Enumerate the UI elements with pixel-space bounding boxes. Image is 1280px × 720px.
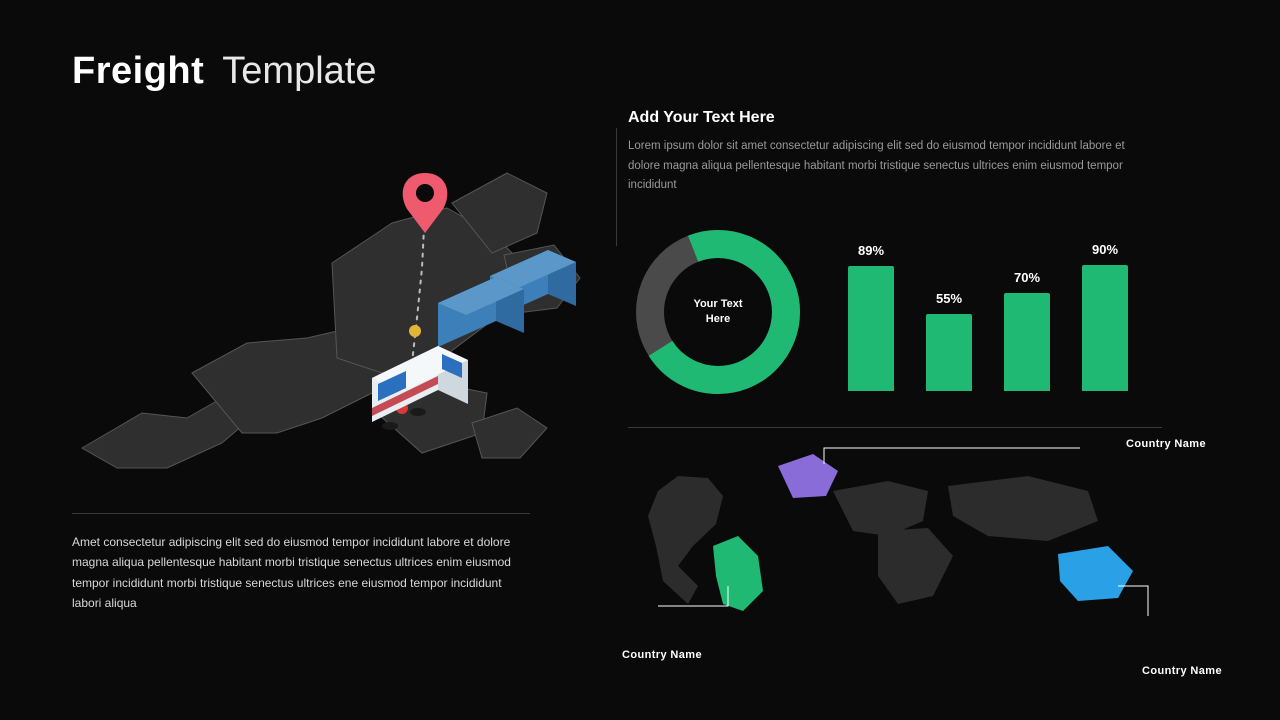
isometric-map-illustration <box>72 113 592 493</box>
vertical-divider <box>616 128 617 246</box>
bar-rect <box>1004 293 1050 391</box>
left-body-text: Amet consectetur adipiscing elit sed do … <box>72 532 532 614</box>
title-bold: Freight <box>72 50 204 93</box>
bar-value-label: 89% <box>858 243 884 258</box>
bar-slot: 90% <box>1082 242 1128 391</box>
country-label-bottom-right: Country Name <box>1142 665 1222 677</box>
donut-label-line2: Here <box>706 313 730 325</box>
right-body-text: Lorem ipsum dolor sit amet consectetur a… <box>628 137 1148 196</box>
right-divider <box>628 427 1162 428</box>
donut-chart: Your Text Here <box>628 222 808 402</box>
bar-rect <box>848 266 894 391</box>
bar-value-label: 90% <box>1092 242 1118 257</box>
bar-slot: 70% <box>1004 270 1050 391</box>
bar-rect <box>1082 265 1128 391</box>
bar-slot: 55% <box>926 291 972 391</box>
bar-rect <box>926 314 972 391</box>
right-heading: Add Your Text Here <box>628 109 1208 127</box>
left-divider <box>72 513 530 514</box>
bar-slot: 89% <box>848 243 894 391</box>
donut-label-line1: Your Text <box>693 298 742 310</box>
country-label-top-right: Country Name <box>1126 438 1206 450</box>
mini-world-map: Country Name Country Name Country Name <box>628 436 1208 673</box>
country-label-bottom-left: Country Name <box>622 649 702 661</box>
bar-chart: 89% 55% 70% 90% <box>848 227 1208 397</box>
title-light: Template <box>222 50 376 93</box>
bar-value-label: 55% <box>936 291 962 306</box>
donut-center-label: Your Text Here <box>693 297 742 327</box>
slide-title: Freight Template <box>72 50 1208 93</box>
bar-value-label: 70% <box>1014 270 1040 285</box>
